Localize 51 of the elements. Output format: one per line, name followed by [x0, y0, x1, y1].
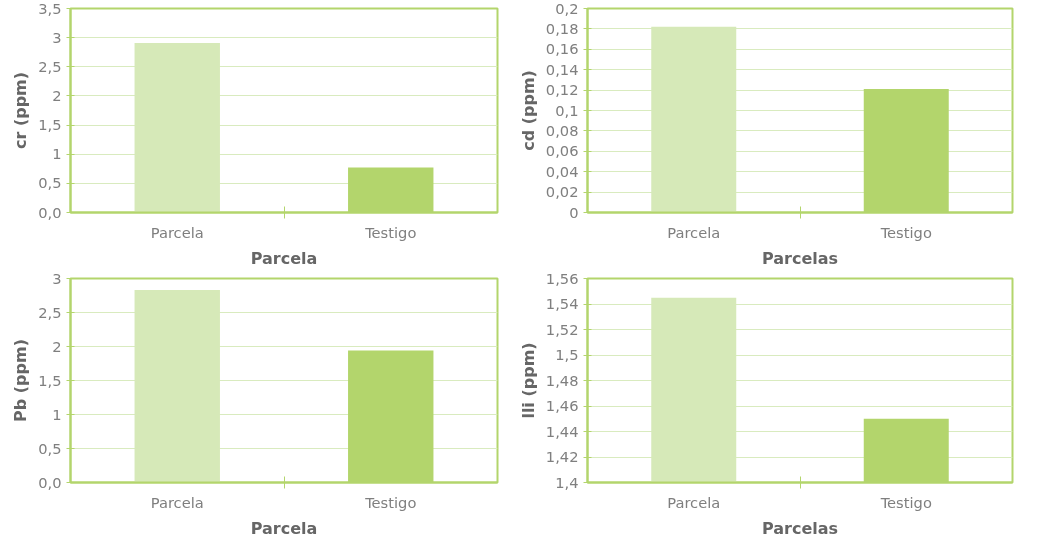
y-tick-label: 1,48: [545, 371, 579, 389]
y-tick-label: 3,5: [38, 0, 62, 17]
y-axis-title: lli (ppm): [518, 342, 538, 419]
y-tick-label: 3: [52, 28, 62, 46]
x-axis-title: Parcelas: [761, 248, 839, 268]
y-tick-label: 0,04: [545, 162, 579, 180]
y-tick-label: 0,18: [545, 19, 579, 37]
x-axis-title: Parcela: [250, 518, 318, 538]
y-tick-label: 0,16: [545, 40, 579, 58]
y-tick-label: 1,5: [38, 116, 62, 134]
y-tick-label: 0: [569, 203, 579, 221]
y-axis-title: Pb (ppm): [11, 339, 31, 422]
x-axis-title: Parcelas: [761, 518, 839, 538]
y-tick-label: 1,54: [545, 295, 579, 312]
y-tick-label: 1,46: [545, 397, 579, 414]
y-tick-label: 1,5: [38, 371, 62, 389]
x-tick-label: Parcela: [667, 493, 721, 511]
y-tick-label: 3: [52, 269, 62, 287]
y-tick-label: 2: [52, 337, 62, 355]
y-tick-label: 2,5: [38, 303, 62, 321]
y-tick-label: 0,0: [38, 473, 62, 491]
y-tick-label: 1,4: [555, 473, 579, 491]
y-tick-label: 2,5: [38, 57, 62, 75]
x-axis-title: Parcela: [250, 248, 318, 268]
y-tick-label: 0,2: [555, 0, 579, 17]
x-tick-label: Testigo: [364, 223, 417, 241]
y-tick-label: 0,1: [555, 101, 579, 119]
y-tick-label: 1: [52, 405, 62, 423]
y-tick-label: 0,02: [545, 183, 579, 201]
y-tick-label: 0,12: [545, 81, 579, 99]
y-tick-label: 2: [52, 86, 62, 104]
x-tick-label: Testigo: [879, 223, 932, 241]
x-tick-label: Testigo: [364, 493, 417, 511]
y-tick-label: 1,56: [545, 269, 579, 287]
y-tick-label: 0,5: [38, 174, 62, 192]
y-axis-title: cr (ppm): [11, 71, 31, 150]
y-axis-title: cd (ppm): [518, 70, 538, 151]
x-tick-label: Parcela: [150, 223, 204, 241]
y-tick-label: 0,5: [38, 439, 62, 457]
y-tick-label: 1,42: [545, 448, 579, 465]
y-tick-label: 0,08: [545, 121, 579, 139]
x-tick-label: Parcela: [150, 493, 204, 511]
y-tick-label: 0,06: [545, 142, 579, 160]
x-tick-label: Parcela: [667, 223, 721, 241]
y-tick-label: 1,52: [545, 320, 579, 338]
y-tick-label: 1: [52, 145, 62, 163]
y-tick-label: 0,14: [545, 60, 579, 78]
y-tick-label: 0,0: [38, 203, 62, 221]
x-tick-label: Testigo: [879, 493, 932, 511]
y-tick-label: 1,5: [555, 346, 579, 363]
y-tick-label: 1,44: [545, 422, 579, 440]
